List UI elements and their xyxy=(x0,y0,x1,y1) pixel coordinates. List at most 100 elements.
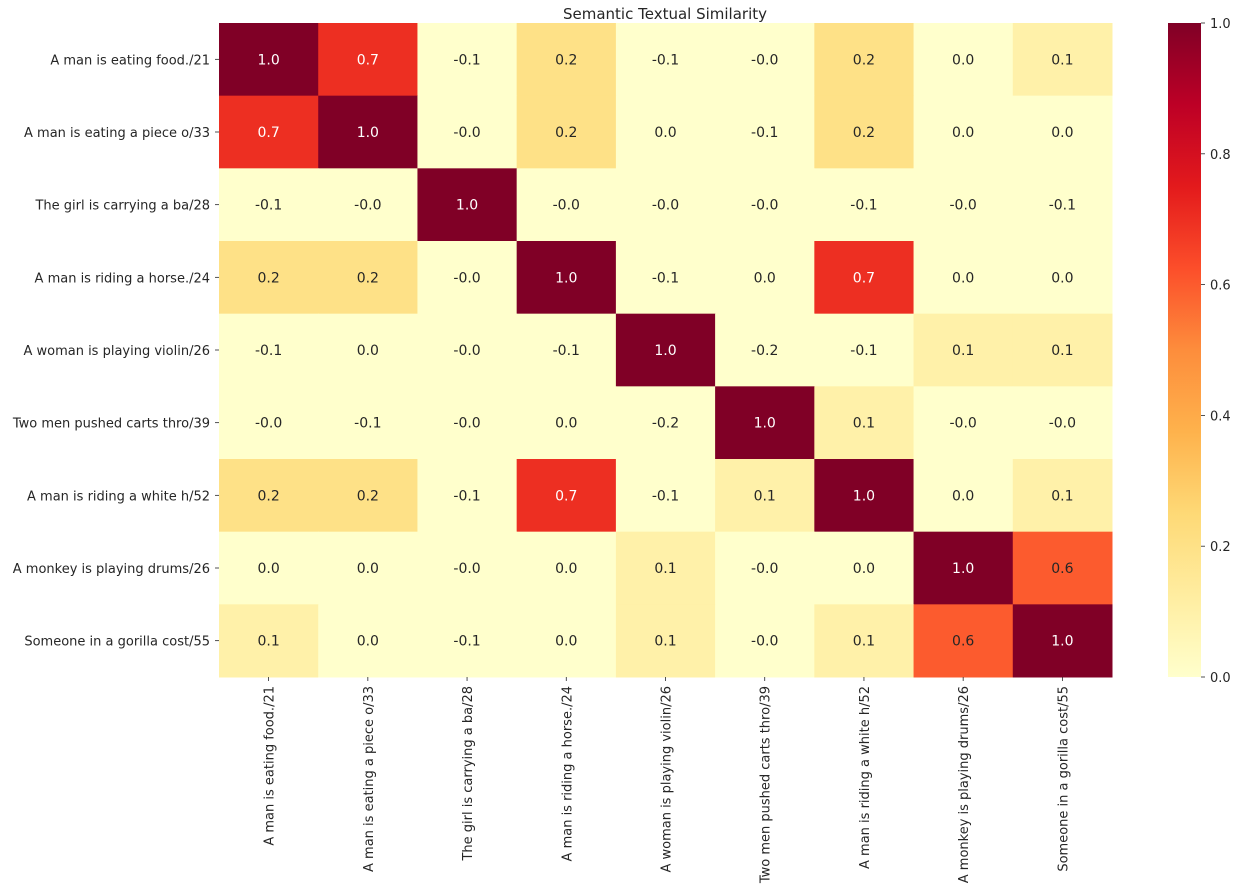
y-tick-label-8: Someone in a gorilla cost/55 xyxy=(24,635,210,650)
heatmap-cell-r6-c5 xyxy=(715,459,815,533)
x-tick-label-7: A monkey is playing drums/26 xyxy=(957,686,972,883)
cell-annotation-r1-c4: 0.0 xyxy=(654,125,676,141)
heatmap-cell-r2-c0 xyxy=(219,168,319,242)
cell-annotation-r1-c0: 0.7 xyxy=(257,125,279,141)
heatmap-cell-r2-c4 xyxy=(615,168,716,242)
cell-annotation-r1-c5: -0.1 xyxy=(751,125,778,141)
heatmap-cell-r5-c7 xyxy=(913,386,1014,460)
cell-annotation-r6-c1: 0.2 xyxy=(357,488,379,504)
heatmap-cell-r1-c3 xyxy=(516,95,617,169)
x-tick-label-2: The girl is carrying a ba/28 xyxy=(461,686,476,862)
heatmap-cell-r5-c4 xyxy=(615,386,716,460)
heatmap-cell-r4-c5 xyxy=(715,313,815,387)
colorbar-tick-label-3: 0.6 xyxy=(1210,279,1231,294)
heatmap-cell-r6-c4 xyxy=(615,459,716,533)
heatmap-cell-r8-c4 xyxy=(615,604,716,678)
cell-annotation-r5-c3: 0.0 xyxy=(555,416,577,432)
x-tick-label-1: A man is eating a piece o/33 xyxy=(362,686,377,872)
cell-annotation-r2-c6: -0.1 xyxy=(850,198,877,214)
x-tick-label-5: Two men pushed carts thro/39 xyxy=(759,686,774,884)
cell-annotation-r6-c5: 0.1 xyxy=(754,488,776,504)
cell-annotation-r2-c1: -0.0 xyxy=(354,198,381,214)
cell-annotation-r4-c7: 0.1 xyxy=(952,343,974,359)
heatmap-cell-r7-c7 xyxy=(913,531,1014,605)
heatmap-cell-r6-c3 xyxy=(516,459,617,533)
cell-annotation-r5-c8: -0.0 xyxy=(1049,416,1076,432)
cell-annotation-r8-c7: 0.6 xyxy=(952,634,974,650)
heatmap-cell-r0-c8 xyxy=(1012,23,1113,97)
y-tick-label-1: A man is eating a piece o/33 xyxy=(24,126,210,141)
heatmap-cell-r1-c0 xyxy=(219,95,319,169)
heatmap-cell-r5-c8 xyxy=(1012,386,1113,460)
heatmap-cell-r2-c7 xyxy=(913,168,1014,242)
cell-annotation-r2-c4: -0.0 xyxy=(652,198,679,214)
heatmap-cell-r3-c5 xyxy=(715,241,815,315)
cell-annotation-r3-c2: -0.0 xyxy=(453,270,480,286)
cell-annotation-r8-c1: 0.0 xyxy=(357,634,379,650)
cell-annotation-r0-c2: -0.1 xyxy=(453,52,480,68)
cell-annotation-r2-c3: -0.0 xyxy=(553,198,580,214)
heatmap-cell-r1-c5 xyxy=(715,95,815,169)
heatmap-cell-r8-c5 xyxy=(715,604,815,678)
colorbar-tick-label-5: 1.0 xyxy=(1210,17,1231,32)
x-tick-label-3: A man is riding a horse./24 xyxy=(560,686,575,861)
heatmap-cell-r3-c1 xyxy=(318,241,418,315)
heatmap-cell-r4-c0 xyxy=(219,313,319,387)
y-tick-label-5: Two men pushed carts thro/39 xyxy=(12,417,210,432)
cell-annotation-r5-c1: -0.1 xyxy=(354,416,381,432)
cell-annotation-r8-c4: 0.1 xyxy=(654,634,676,650)
y-tick-label-7: A monkey is playing drums/26 xyxy=(13,562,210,577)
heatmap-cell-r7-c2 xyxy=(417,531,518,605)
colorbar-tick-label-2: 0.4 xyxy=(1210,409,1231,424)
heatmap-cell-r4-c7 xyxy=(913,313,1014,387)
x-tick-label-6: A man is riding a white h/52 xyxy=(858,686,873,869)
heatmap-cell-r7-c6 xyxy=(814,531,915,605)
cell-annotation-r2-c8: -0.1 xyxy=(1049,198,1076,214)
heatmap-cell-r5-c3 xyxy=(516,386,617,460)
heatmap-cell-r3-c0 xyxy=(219,241,319,315)
colorbar-gradient xyxy=(1168,23,1201,677)
heatmap-cell-r6-c6 xyxy=(814,459,915,533)
cell-annotation-r0-c1: 0.7 xyxy=(357,52,379,68)
colorbar-tick-label-1: 0.2 xyxy=(1210,540,1231,555)
heatmap-cell-r3-c7 xyxy=(913,241,1014,315)
heatmap-cell-r1-c8 xyxy=(1012,95,1113,169)
x-tick-label-0: A man is eating food./21 xyxy=(263,686,278,846)
heatmap-cell-r7-c8 xyxy=(1012,531,1113,605)
cell-annotation-r2-c5: -0.0 xyxy=(751,198,778,214)
heatmap-cell-r0-c3 xyxy=(516,23,617,97)
cell-annotation-r5-c4: -0.2 xyxy=(652,416,679,432)
heatmap-cell-r0-c7 xyxy=(913,23,1014,97)
cell-annotation-r6-c6: 1.0 xyxy=(853,488,875,504)
heatmap-cell-r0-c4 xyxy=(615,23,716,97)
cell-annotation-r4-c2: -0.0 xyxy=(453,343,480,359)
heatmap-cell-r1-c7 xyxy=(913,95,1014,169)
heatmap-cell-r0-c6 xyxy=(814,23,915,97)
cell-annotation-r2-c2: 1.0 xyxy=(456,198,478,214)
heatmap-cell-r4-c1 xyxy=(318,313,418,387)
heatmap-cell-r3-c6 xyxy=(814,241,915,315)
x-tick-label-4: A woman is playing violin/26 xyxy=(660,686,675,873)
heatmap-cell-r8-c8 xyxy=(1012,604,1113,678)
cell-annotation-r3-c1: 0.2 xyxy=(357,270,379,286)
cell-annotation-r3-c6: 0.7 xyxy=(853,270,875,286)
heatmap-cell-r1-c1 xyxy=(318,95,418,169)
colorbar: 0.0 0.2 0.4 0.6 0.8 1.0 xyxy=(1168,17,1231,686)
heatmap-cell-r4-c3 xyxy=(516,313,617,387)
x-tick-label-8: Someone in a gorilla cost/55 xyxy=(1056,686,1071,872)
colorbar-tick-label-0: 0.0 xyxy=(1210,671,1231,686)
cell-annotation-r1-c1: 1.0 xyxy=(357,125,379,141)
heatmap-cell-r2-c5 xyxy=(715,168,815,242)
cell-annotation-r6-c2: -0.1 xyxy=(453,488,480,504)
heatmap-cell-r0-c1 xyxy=(318,23,418,97)
heatmap-cell-r7-c4 xyxy=(615,531,716,605)
cell-annotation-r8-c0: 0.1 xyxy=(257,634,279,650)
heatmap-cell-r7-c0 xyxy=(219,531,319,605)
heatmap-cell-r2-c3 xyxy=(516,168,617,242)
heatmap-cell-r8-c1 xyxy=(318,604,418,678)
cell-annotation-r7-c3: 0.0 xyxy=(555,561,577,577)
heatmap-cells xyxy=(219,23,1113,678)
heatmap-cell-r3-c8 xyxy=(1012,241,1113,315)
cell-annotation-r0-c5: -0.0 xyxy=(751,52,778,68)
